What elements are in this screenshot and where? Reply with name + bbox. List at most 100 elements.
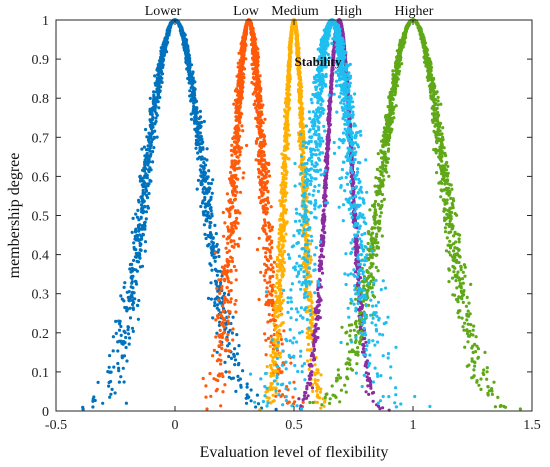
- data-point: [204, 219, 208, 223]
- data-point: [238, 153, 242, 157]
- data-point: [262, 158, 267, 162]
- data-point: [254, 49, 258, 53]
- data-point: [245, 382, 249, 386]
- data-point: [213, 251, 217, 255]
- data-point: [272, 284, 276, 288]
- data-point: [254, 68, 258, 72]
- data-point: [227, 293, 231, 297]
- data-point: [281, 243, 285, 247]
- data-point: [319, 387, 323, 391]
- data-point: [309, 258, 313, 262]
- data-point: [285, 91, 289, 95]
- data-point: [204, 384, 208, 388]
- data-point: [200, 174, 205, 178]
- data-point: [209, 281, 213, 285]
- data-point: [261, 227, 265, 231]
- data-point: [223, 360, 227, 364]
- data-point: [146, 144, 150, 148]
- data-point: [200, 164, 204, 168]
- data-point: [283, 209, 287, 213]
- data-point: [128, 267, 132, 271]
- data-point: [229, 255, 233, 259]
- data-point: [159, 46, 163, 50]
- data-point: [198, 168, 202, 172]
- data-point: [127, 342, 131, 346]
- data-point: [239, 67, 243, 72]
- data-point: [196, 178, 201, 182]
- data-point: [271, 274, 275, 278]
- data-point: [232, 102, 236, 106]
- data-point: [148, 146, 152, 150]
- data-point: [134, 251, 138, 256]
- data-point: [267, 298, 271, 302]
- data-point: [156, 80, 160, 84]
- data-point: [187, 70, 191, 74]
- data-point: [201, 146, 205, 150]
- data-point: [234, 298, 238, 303]
- data-point: [222, 309, 226, 313]
- data-point: [244, 401, 249, 405]
- data-point: [237, 138, 241, 142]
- data-point: [130, 276, 134, 281]
- data-point: [257, 297, 261, 302]
- data-point: [109, 392, 113, 396]
- data-point: [264, 271, 268, 275]
- data-point: [220, 284, 224, 288]
- data-point: [266, 196, 270, 200]
- data-point: [286, 79, 290, 83]
- data-point: [224, 272, 228, 276]
- data-point: [361, 343, 365, 347]
- data-point: [313, 363, 317, 367]
- data-point: [316, 378, 320, 382]
- data-point: [209, 195, 213, 199]
- data-point: [263, 165, 267, 169]
- data-point: [231, 192, 235, 196]
- data-point: [204, 176, 208, 181]
- data-point: [233, 242, 237, 246]
- data-point: [266, 336, 271, 340]
- data-point: [230, 259, 234, 264]
- data-point: [259, 270, 263, 274]
- data-point: [119, 333, 123, 337]
- data-point: [262, 224, 266, 228]
- data-point: [145, 151, 149, 156]
- data-point: [178, 24, 182, 28]
- series-low: [201, 18, 305, 411]
- data-point: [183, 45, 187, 49]
- data-point: [124, 345, 128, 350]
- data-point: [240, 45, 244, 50]
- data-point: [219, 287, 223, 291]
- data-point: [215, 273, 219, 277]
- data-point: [144, 217, 148, 221]
- data-point: [228, 328, 232, 332]
- data-point: [201, 376, 205, 381]
- data-point: [192, 119, 196, 123]
- data-point: [165, 30, 169, 35]
- data-point: [271, 393, 275, 397]
- data-point: [141, 185, 145, 189]
- data-point: [131, 216, 135, 220]
- data-point: [220, 321, 224, 325]
- data-point: [269, 371, 273, 375]
- data-point: [298, 147, 302, 151]
- data-point: [266, 190, 270, 194]
- data-point: [144, 187, 148, 191]
- data-point: [205, 407, 209, 411]
- data-point: [229, 356, 234, 360]
- data-point: [207, 242, 211, 246]
- data-point: [276, 245, 280, 249]
- data-point: [233, 302, 237, 306]
- data-point: [287, 74, 291, 78]
- data-point: [258, 162, 262, 166]
- data-point: [209, 181, 213, 186]
- data-point: [182, 31, 186, 35]
- data-point: [154, 116, 158, 120]
- data-point: [297, 397, 301, 401]
- data-point: [232, 198, 236, 202]
- data-point: [298, 144, 302, 148]
- data-point: [257, 150, 261, 154]
- data-point: [216, 379, 220, 383]
- data-point: [241, 369, 245, 373]
- data-point: [136, 303, 140, 308]
